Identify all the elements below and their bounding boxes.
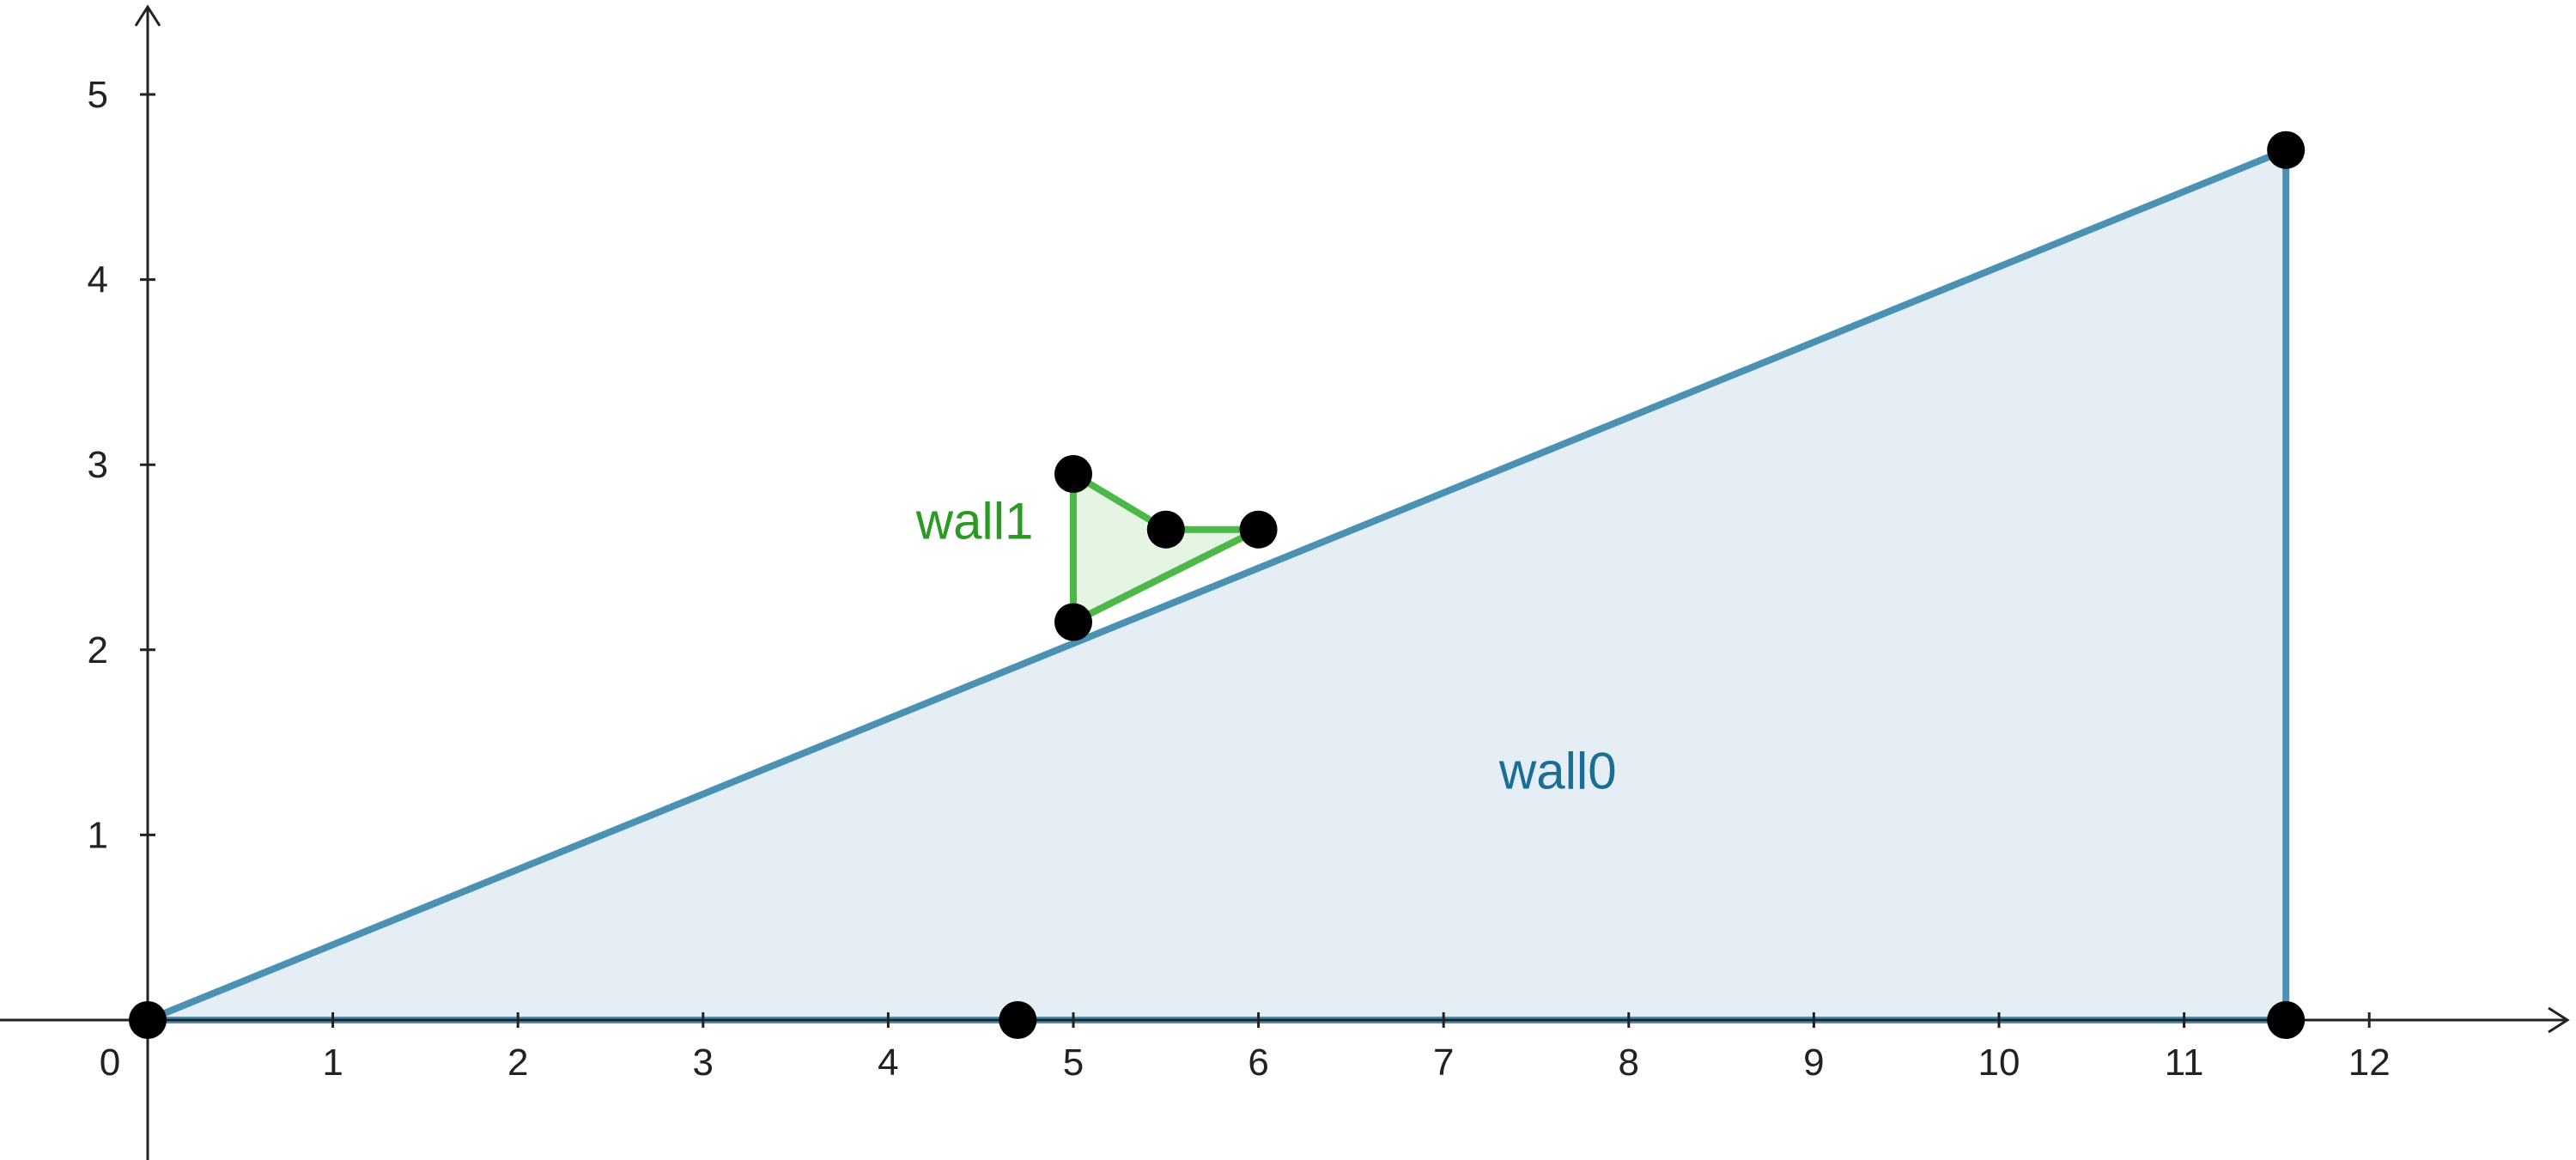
y-tick-label: 4 [88, 259, 108, 301]
vertex-point-wall1-3 [1239, 510, 1278, 549]
x-tick-label: 7 [1433, 1042, 1454, 1084]
x-tick-label: 5 [1063, 1042, 1084, 1084]
y-axis-arrow-icon [134, 4, 161, 27]
x-tick-label: 11 [2165, 1042, 2204, 1084]
vertex-point-wall0-3 [2267, 131, 2306, 169]
y-tick-label: 2 [88, 629, 108, 671]
x-tick-label: 0 [100, 1042, 120, 1084]
labels-layer: wall0 wall1 [915, 492, 1617, 799]
x-tick-label: 2 [507, 1042, 528, 1084]
y-tick-label: 1 [88, 814, 108, 856]
vertex-point-wall1-1 [1054, 455, 1092, 493]
y-tick-label: 5 [88, 74, 108, 116]
polygon-label-wall0: wall0 [1498, 743, 1617, 800]
vertex-point-wall1-0 [1054, 603, 1092, 641]
x-tick-label: 6 [1248, 1042, 1268, 1084]
vertex-point-wall1-2 [1146, 510, 1185, 549]
polygon-wall0 [144, 146, 2290, 1023]
vertex-point-wall0-0 [129, 1001, 167, 1039]
x-tick-label: 8 [1619, 1042, 1639, 1084]
x-tick-label: 1 [322, 1042, 343, 1084]
x-axis-arrow-icon [2548, 1006, 2570, 1034]
x-tick-label: 4 [878, 1042, 898, 1084]
x-tick-label: 12 [2348, 1042, 2391, 1084]
y-tick-label: 3 [88, 444, 108, 486]
points-layer [129, 131, 2306, 1039]
polygons-layer [144, 146, 2290, 1023]
x-tick-label: 10 [1978, 1042, 2020, 1084]
polygon-label-wall1: wall1 [915, 492, 1034, 550]
vertex-point-wall0-1 [999, 1001, 1037, 1039]
vertex-point-wall0-2 [2267, 1001, 2306, 1039]
x-tick-label: 9 [1803, 1042, 1824, 1084]
x-tick-label: 3 [693, 1042, 714, 1084]
